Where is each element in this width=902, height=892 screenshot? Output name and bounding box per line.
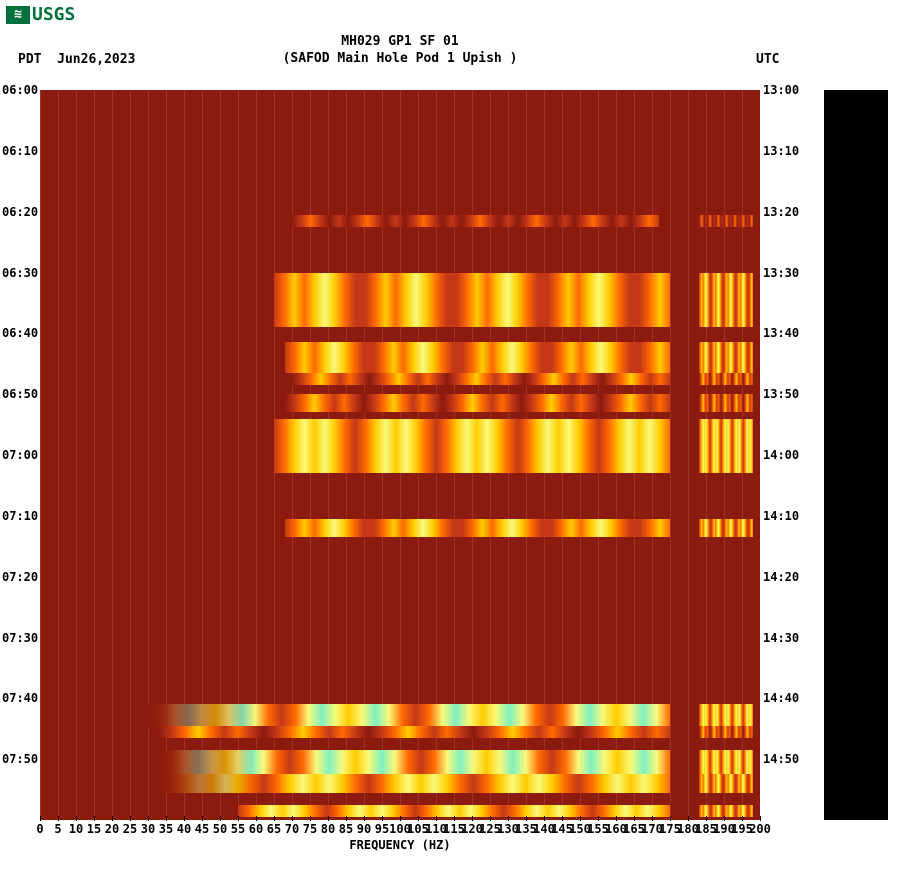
y-tick-left: 07:20	[2, 570, 38, 584]
gridline	[112, 90, 113, 820]
y-tick-left: 06:10	[2, 144, 38, 158]
x-tick: 40	[177, 822, 191, 836]
y-tick-right: 13:10	[763, 144, 799, 158]
spectrogram-band	[274, 297, 670, 327]
y-tick-right: 14:20	[763, 570, 799, 584]
x-tick: 45	[195, 822, 209, 836]
spectrogram-band	[274, 419, 670, 474]
gridline	[58, 90, 59, 820]
y-tick-right: 13:50	[763, 387, 799, 401]
gridline	[688, 90, 689, 820]
x-tick: 0	[36, 822, 43, 836]
spectrogram-band	[292, 373, 670, 385]
x-tick: 65	[267, 822, 281, 836]
gridline	[94, 90, 95, 820]
y-tick-left: 07:30	[2, 631, 38, 645]
y-tick-right: 14:00	[763, 448, 799, 462]
spectrogram-band	[285, 394, 670, 412]
x-tick: 60	[249, 822, 263, 836]
right-timezone-label: UTC	[756, 52, 779, 67]
y-tick-left: 07:50	[2, 752, 38, 766]
colorbar	[824, 90, 888, 820]
y-tick-left: 06:00	[2, 83, 38, 97]
spectrogram-band	[699, 419, 753, 474]
spectrogram-area: 06:0006:1006:2006:3006:4006:5007:0007:10…	[40, 90, 760, 820]
y-tick-right: 13:00	[763, 83, 799, 97]
x-tick: 35	[159, 822, 173, 836]
y-tick-right: 13:40	[763, 326, 799, 340]
spectrogram-band	[699, 726, 753, 738]
x-tick: 15	[87, 822, 101, 836]
x-tick: 80	[321, 822, 335, 836]
left-timezone-label: PDT Jun26,2023	[18, 52, 135, 67]
x-tick: 75	[303, 822, 317, 836]
y-tick-right: 14:40	[763, 691, 799, 705]
spectrogram-plot	[40, 90, 760, 820]
x-tick: 90	[357, 822, 371, 836]
spectrogram-band	[285, 342, 670, 372]
y-tick-left: 07:40	[2, 691, 38, 705]
usgs-logo-mark: ≋	[6, 6, 30, 24]
y-tick-left: 07:00	[2, 448, 38, 462]
spectrogram-band	[699, 297, 753, 327]
x-tick: 95	[375, 822, 389, 836]
y-tick-right: 13:20	[763, 205, 799, 219]
x-tick: 5	[54, 822, 61, 836]
x-tick: 50	[213, 822, 227, 836]
spectrogram-band	[699, 373, 753, 385]
y-tick-right: 13:30	[763, 266, 799, 280]
y-tick-right: 14:30	[763, 631, 799, 645]
spectrogram-band	[285, 519, 670, 537]
x-tick: 85	[339, 822, 353, 836]
y-tick-left: 06:20	[2, 205, 38, 219]
spectrogram-band	[292, 215, 659, 227]
spectrogram-band	[699, 342, 753, 372]
x-tick: 20	[105, 822, 119, 836]
gridline	[130, 90, 131, 820]
gridline	[40, 90, 41, 820]
x-tick: 55	[231, 822, 245, 836]
y-tick-right: 14:50	[763, 752, 799, 766]
y-tick-left: 06:40	[2, 326, 38, 340]
title-line-1: MH029 GP1 SF 01	[0, 34, 800, 51]
x-tick: 70	[285, 822, 299, 836]
spectrogram-band	[159, 726, 670, 738]
x-axis-label: FREQUENCY (HZ)	[40, 838, 760, 852]
gridline	[670, 90, 671, 820]
x-tick: 200	[749, 822, 771, 836]
y-tick-left: 07:10	[2, 509, 38, 523]
y-tick-left: 06:50	[2, 387, 38, 401]
spectrogram-band	[159, 774, 670, 792]
spectrogram-band	[699, 394, 753, 412]
usgs-logo: ≋USGS	[6, 4, 75, 25]
spectrogram-band	[699, 215, 753, 227]
gridline	[76, 90, 77, 820]
y-tick-right: 14:10	[763, 509, 799, 523]
spectrogram-band	[699, 519, 753, 537]
x-tick: 10	[69, 822, 83, 836]
spectrogram-band	[699, 774, 753, 792]
x-tick: 30	[141, 822, 155, 836]
usgs-logo-text: USGS	[32, 4, 75, 25]
x-axis: 0510152025303540455055606570758085909510…	[40, 820, 760, 840]
x-tick: 25	[123, 822, 137, 836]
y-tick-left: 06:30	[2, 266, 38, 280]
